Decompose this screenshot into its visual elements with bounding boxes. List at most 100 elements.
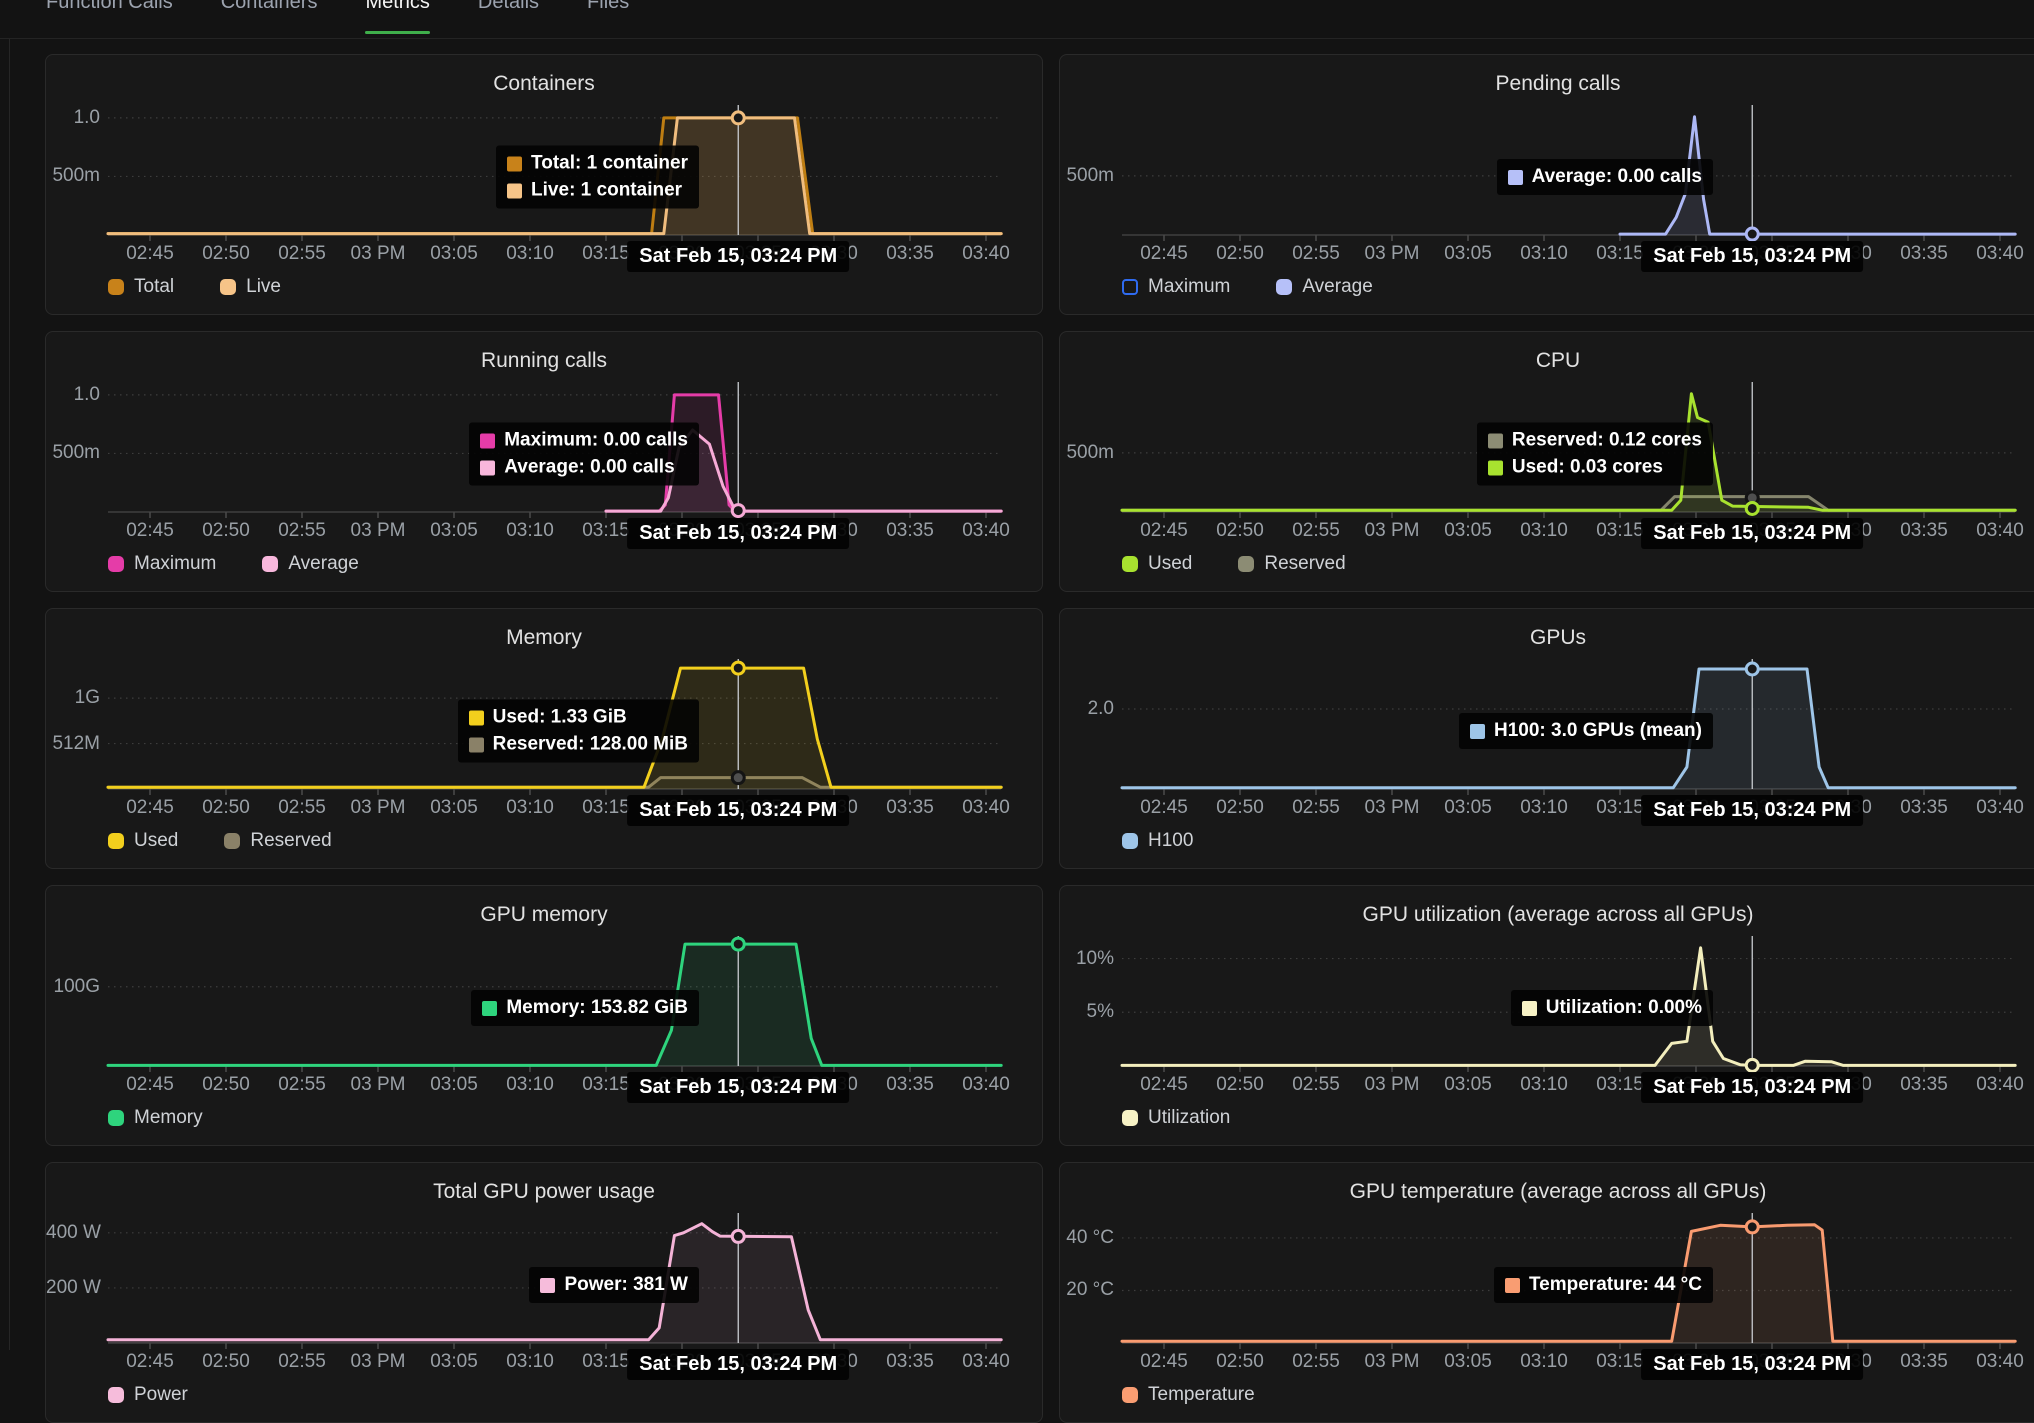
chart-legend: Memory (108, 1107, 203, 1129)
tooltip-row: Total: 1 container (507, 153, 688, 175)
active-tab-underline (365, 31, 430, 34)
x-axis-tick-label: 02:55 (278, 1074, 326, 1095)
tooltip-series-value: Memory: 153.82 GiB (506, 997, 688, 1018)
legend-item-average[interactable]: Average (1276, 276, 1373, 298)
chart-plot-area[interactable] (46, 886, 1042, 1145)
legend-swatch (1122, 1110, 1138, 1126)
legend-item-used[interactable]: Used (108, 830, 178, 852)
chart-panel-cpu: CPU 500m 02:45 02:50 02:55 03 PM 03:05 03:10 03:… (1059, 331, 2034, 592)
chart-title: GPU temperature (average across all GPUs… (1349, 1180, 1767, 1203)
hover-timestamp-tooltip: Sat Feb 15, 03:24 PM (1641, 518, 1864, 549)
chart-title: Total GPU power usage (433, 1180, 655, 1203)
x-axis-tick-label: 02:50 (202, 243, 250, 264)
legend-item-power[interactable]: Power (108, 1384, 188, 1406)
x-axis-tick-label: 03 PM (350, 243, 406, 264)
x-axis-tick-label: 03:15 (582, 520, 630, 541)
x-axis-tick-label: 02:55 (278, 243, 326, 264)
legend-item-average[interactable]: Average (262, 553, 359, 575)
chart-panel-gpu-memory: GPU memory 100G 02:45 02:50 02:55 03 PM 03:05 0… (45, 885, 1043, 1146)
chart-plot-area[interactable] (1060, 609, 2034, 868)
legend-item-maximum[interactable]: Maximum (1122, 276, 1230, 298)
y-axis-tick-label: 500m (1066, 441, 1114, 463)
x-axis-tick-label: 02:55 (1292, 243, 1340, 264)
chart-title: Memory (506, 626, 582, 649)
chart-plot-area[interactable] (46, 1163, 1042, 1422)
tab-function-calls[interactable]: Function Calls (46, 0, 173, 38)
chart-legend: Temperature (1122, 1384, 1255, 1406)
y-axis-tick-label: 400 W (46, 1221, 101, 1243)
hover-timestamp-tooltip: Sat Feb 15, 03:24 PM (1641, 1072, 1864, 1103)
chart-plot-area[interactable] (1060, 332, 2034, 591)
x-axis-tick-label: 03:15 (1596, 1074, 1644, 1095)
x-axis-tick-label: 03:35 (886, 797, 934, 818)
legend-swatch (108, 1110, 124, 1126)
legend-label: Used (134, 830, 179, 851)
series-fill-power (108, 1223, 1002, 1343)
y-axis-tick-label: 5% (1086, 1001, 1114, 1023)
x-axis-tick-label: 02:45 (1140, 1074, 1188, 1095)
chart-value-tooltip: Utilization: 0.00% (1510, 990, 1713, 1026)
legend-item-reserved[interactable]: Reserved (1238, 553, 1346, 575)
legend-item-temperature[interactable]: Temperature (1122, 1384, 1255, 1406)
x-axis-tick-label: 03:05 (430, 520, 478, 541)
chart-panel-memory: Memory 1G 512M 02:45 02:50 02:55 03 PM 03:05 03:… (45, 608, 1043, 869)
x-axis-tick-label: 03 PM (1364, 797, 1420, 818)
x-axis-tick-label: 03:35 (1900, 797, 1948, 818)
tooltip-series-value: Average: 0.00 calls (504, 456, 675, 478)
hover-timestamp-tooltip: Sat Feb 15, 03:24 PM (1641, 241, 1864, 272)
x-axis-tick-label: 03 PM (350, 520, 406, 541)
tooltip-series-swatch (1504, 1277, 1520, 1293)
legend-label: Average (1302, 276, 1373, 297)
x-axis-tick-label: 03:05 (1444, 243, 1492, 264)
tab-files[interactable]: Files (587, 0, 629, 38)
tab-metrics[interactable]: Metrics (365, 0, 430, 38)
chart-plot-area[interactable] (46, 332, 1042, 591)
tab-containers[interactable]: Containers (221, 0, 318, 38)
x-axis-tick-label: 03:40 (1976, 1074, 2024, 1095)
tooltip-row: Reserved: 0.12 cores (1487, 430, 1702, 452)
tabs: Function Calls Containers Metrics Details Fi… (0, 0, 2034, 38)
legend-label: Total (134, 276, 175, 297)
tab-details[interactable]: Details (478, 0, 539, 38)
legend-item-used[interactable]: Used (1122, 553, 1192, 575)
x-axis-tick-label: 03:05 (1444, 797, 1492, 818)
y-axis-tick-label: 200 W (46, 1276, 101, 1298)
legend-swatch (108, 556, 124, 572)
chart-value-tooltip: Power: 381 W (529, 1267, 699, 1303)
y-axis-tick-label: 100G (53, 975, 100, 997)
hover-marker (1744, 226, 1760, 242)
legend-label: Live (246, 276, 281, 297)
legend-label: Maximum (134, 553, 217, 574)
chart-plot-area[interactable] (46, 55, 1042, 314)
series-line-average (1618, 115, 2017, 236)
tooltip-series-swatch (480, 460, 496, 475)
x-axis-tick-label: 02:45 (126, 243, 174, 264)
legend-item-utilization[interactable]: Utilization (1122, 1107, 1230, 1129)
chart-plot-area[interactable] (1060, 886, 2034, 1145)
legend-item-reserved[interactable]: Reserved (224, 830, 332, 852)
legend-item-h100[interactable]: H100 (1122, 830, 1193, 852)
legend-swatch (1276, 279, 1293, 295)
x-axis-tick-label: 03:35 (886, 1351, 934, 1372)
legend-item-maximum[interactable]: Maximum (108, 553, 216, 575)
x-axis-tick-label: 02:50 (202, 797, 250, 818)
series-fill-temperature (1122, 1224, 2016, 1343)
x-axis-tick-label: 02:55 (278, 797, 326, 818)
x-axis-tick-label: 02:50 (1216, 1351, 1264, 1372)
legend-item-memory[interactable]: Memory (108, 1107, 203, 1129)
chart-legend: Used Reserved (108, 830, 332, 852)
x-axis-tick-label: 03:10 (506, 243, 554, 264)
y-axis-tick-label: 500m (52, 165, 100, 187)
x-axis-tick-label: 03:05 (1444, 1074, 1492, 1095)
legend-item-live[interactable]: Live (220, 276, 281, 298)
tooltip-series-value: Live: 1 container (531, 179, 683, 201)
x-axis-tick-label: 02:55 (1292, 797, 1340, 818)
x-axis-tick-label: 02:50 (202, 1351, 250, 1372)
legend-swatch (262, 556, 279, 572)
x-axis-tick-label: 03:35 (886, 1074, 934, 1095)
legend-item-total[interactable]: Total (108, 276, 174, 298)
chart-plot-area[interactable] (46, 609, 1042, 868)
legend-label: Utilization (1148, 1107, 1231, 1128)
x-axis-tick-label: 03:05 (430, 243, 478, 264)
chart-value-tooltip: Used: 1.33 GiB Reserved: 128.00 MiB (457, 699, 699, 763)
